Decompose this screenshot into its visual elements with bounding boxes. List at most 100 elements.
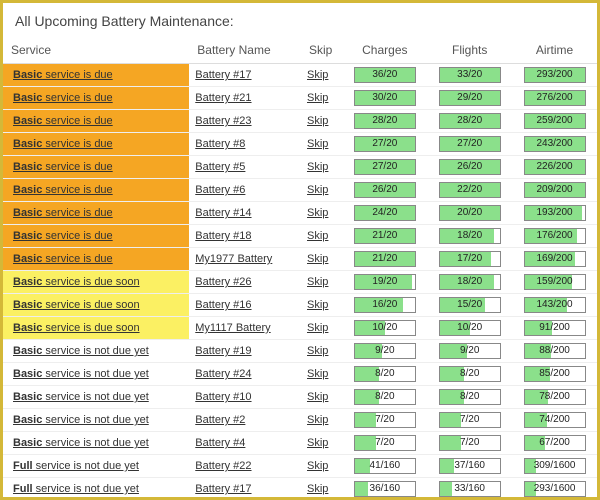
flights-cell: 28/20 bbox=[427, 110, 512, 133]
service-link[interactable]: Full service is not due yet bbox=[13, 483, 139, 495]
airtime-bar-label: 276/200 bbox=[525, 91, 585, 105]
skip-link[interactable]: Skip bbox=[307, 368, 328, 380]
service-link[interactable]: Basic service is due bbox=[13, 69, 113, 81]
service-cell: Full service is not due yet bbox=[3, 478, 189, 500]
charges-bar: 30/20 bbox=[354, 90, 416, 106]
battery-link[interactable]: Battery #23 bbox=[195, 115, 251, 127]
service-link[interactable]: Basic service is due soon bbox=[13, 299, 140, 311]
service-link[interactable]: Basic service is not due yet bbox=[13, 368, 149, 380]
airtime-bar: 176/200 bbox=[524, 228, 586, 244]
skip-link[interactable]: Skip bbox=[307, 161, 328, 173]
battery-link[interactable]: Battery #17 bbox=[195, 69, 251, 81]
battery-link[interactable]: Battery #17 bbox=[195, 483, 251, 495]
battery-link[interactable]: Battery #19 bbox=[195, 345, 251, 357]
battery-link[interactable]: Battery #14 bbox=[195, 207, 251, 219]
skip-link[interactable]: Skip bbox=[307, 207, 328, 219]
flights-cell: 20/20 bbox=[427, 202, 512, 225]
service-link[interactable]: Basic service is not due yet bbox=[13, 391, 149, 403]
service-link[interactable]: Basic service is due bbox=[13, 92, 113, 104]
service-link[interactable]: Full service is not due yet bbox=[13, 460, 139, 472]
flights-bar-label: 18/20 bbox=[440, 275, 500, 289]
service-cell: Basic service is due soon bbox=[3, 294, 189, 317]
skip-cell: Skip bbox=[301, 363, 342, 386]
skip-link[interactable]: Skip bbox=[307, 460, 328, 472]
service-link[interactable]: Basic service is due bbox=[13, 184, 113, 196]
skip-link[interactable]: Skip bbox=[307, 92, 328, 104]
battery-cell: Battery #10 bbox=[189, 386, 301, 409]
battery-link[interactable]: Battery #22 bbox=[195, 460, 251, 472]
airtime-bar: 169/200 bbox=[524, 251, 586, 267]
airtime-bar: 67/200 bbox=[524, 435, 586, 451]
charges-bar-label: 36/160 bbox=[355, 482, 415, 496]
skip-link[interactable]: Skip bbox=[307, 483, 328, 495]
flights-bar: 7/20 bbox=[439, 412, 501, 428]
battery-link[interactable]: Battery #10 bbox=[195, 391, 251, 403]
flights-bar-label: 18/20 bbox=[440, 229, 500, 243]
skip-link[interactable]: Skip bbox=[307, 299, 328, 311]
service-link[interactable]: Basic service is due bbox=[13, 230, 113, 242]
battery-link[interactable]: Battery #18 bbox=[195, 230, 251, 242]
skip-link[interactable]: Skip bbox=[307, 322, 328, 334]
flights-bar-label: 26/20 bbox=[440, 160, 500, 174]
table-row: Basic service is due soon Battery #26 Skip… bbox=[3, 271, 597, 294]
service-cell: Basic service is not due yet bbox=[3, 363, 189, 386]
skip-link[interactable]: Skip bbox=[307, 345, 328, 357]
airtime-cell: 259/200 bbox=[512, 110, 597, 133]
service-link[interactable]: Basic service is due bbox=[13, 161, 113, 173]
flights-bar-label: 9/20 bbox=[440, 344, 500, 358]
charges-bar-label: 16/20 bbox=[355, 298, 415, 312]
skip-link[interactable]: Skip bbox=[307, 184, 328, 196]
charges-bar-label: 21/20 bbox=[355, 229, 415, 243]
skip-link[interactable]: Skip bbox=[307, 115, 328, 127]
airtime-bar-label: 91/200 bbox=[525, 321, 585, 335]
charges-cell: 24/20 bbox=[342, 202, 427, 225]
battery-cell: Battery #6 bbox=[189, 179, 301, 202]
page-title: All Upcoming Battery Maintenance: bbox=[3, 3, 597, 37]
battery-link[interactable]: Battery #26 bbox=[195, 276, 251, 288]
airtime-bar: 159/200 bbox=[524, 274, 586, 290]
charges-cell: 36/20 bbox=[342, 64, 427, 87]
battery-link[interactable]: Battery #16 bbox=[195, 299, 251, 311]
service-link[interactable]: Basic service is due soon bbox=[13, 276, 140, 288]
service-link[interactable]: Basic service is due soon bbox=[13, 322, 140, 334]
flights-cell: 17/20 bbox=[427, 248, 512, 271]
service-link[interactable]: Basic service is due bbox=[13, 253, 113, 265]
battery-link[interactable]: Battery #24 bbox=[195, 368, 251, 380]
flights-bar-label: 37/160 bbox=[440, 459, 500, 473]
table-row: Basic service is dueBattery #6Skip26/202… bbox=[3, 179, 597, 202]
service-link[interactable]: Basic service is not due yet bbox=[13, 414, 149, 426]
airtime-bar: 259/200 bbox=[524, 113, 586, 129]
airtime-bar: 309/1600 bbox=[524, 458, 586, 474]
battery-link[interactable]: Battery #8 bbox=[195, 138, 245, 150]
skip-link[interactable]: Skip bbox=[307, 414, 328, 426]
skip-link[interactable]: Skip bbox=[307, 253, 328, 265]
charges-bar: 16/20 bbox=[354, 297, 416, 313]
battery-link[interactable]: Battery #5 bbox=[195, 161, 245, 173]
skip-link[interactable]: Skip bbox=[307, 69, 328, 81]
service-link[interactable]: Basic service is due bbox=[13, 207, 113, 219]
battery-link[interactable]: Battery #21 bbox=[195, 92, 251, 104]
charges-cell: 27/20 bbox=[342, 133, 427, 156]
service-cell: Basic service is not due yet bbox=[3, 409, 189, 432]
flights-bar-label: 10/20 bbox=[440, 321, 500, 335]
skip-link[interactable]: Skip bbox=[307, 138, 328, 150]
skip-link[interactable]: Skip bbox=[307, 437, 328, 449]
battery-link[interactable]: Battery #2 bbox=[195, 414, 245, 426]
service-link[interactable]: Basic service is due bbox=[13, 138, 113, 150]
battery-cell: Battery #17 bbox=[189, 478, 301, 500]
battery-cell: My1977 Battery bbox=[189, 248, 301, 271]
airtime-bar-label: 143/200 bbox=[525, 298, 585, 312]
battery-link[interactable]: Battery #4 bbox=[195, 437, 245, 449]
service-link[interactable]: Basic service is not due yet bbox=[13, 345, 149, 357]
battery-cell: My1117 Battery bbox=[189, 317, 301, 340]
skip-cell: Skip bbox=[301, 386, 342, 409]
service-link[interactable]: Basic service is not due yet bbox=[13, 437, 149, 449]
service-link[interactable]: Basic service is due bbox=[13, 115, 113, 127]
charges-bar: 21/20 bbox=[354, 228, 416, 244]
battery-link[interactable]: My1977 Battery bbox=[195, 253, 272, 265]
skip-link[interactable]: Skip bbox=[307, 230, 328, 242]
skip-link[interactable]: Skip bbox=[307, 276, 328, 288]
battery-link[interactable]: Battery #6 bbox=[195, 184, 245, 196]
skip-link[interactable]: Skip bbox=[307, 391, 328, 403]
battery-link[interactable]: My1117 Battery bbox=[195, 322, 270, 334]
